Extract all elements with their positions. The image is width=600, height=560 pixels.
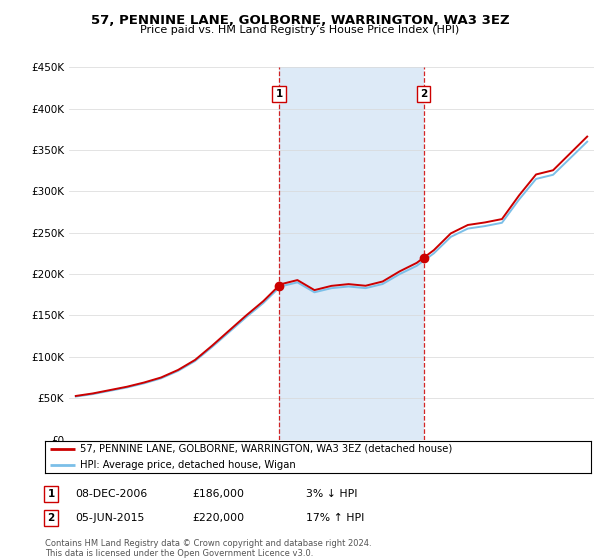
- Text: 3% ↓ HPI: 3% ↓ HPI: [306, 489, 358, 499]
- Text: 08-DEC-2006: 08-DEC-2006: [75, 489, 147, 499]
- Text: 57, PENNINE LANE, GOLBORNE, WARRINGTON, WA3 3EZ (detached house): 57, PENNINE LANE, GOLBORNE, WARRINGTON, …: [80, 444, 453, 454]
- Text: 1: 1: [275, 88, 283, 99]
- Text: 17% ↑ HPI: 17% ↑ HPI: [306, 513, 364, 523]
- Text: HPI: Average price, detached house, Wigan: HPI: Average price, detached house, Wiga…: [80, 460, 296, 470]
- Text: £186,000: £186,000: [192, 489, 244, 499]
- Text: 1: 1: [47, 489, 55, 499]
- Text: 57, PENNINE LANE, GOLBORNE, WARRINGTON, WA3 3EZ: 57, PENNINE LANE, GOLBORNE, WARRINGTON, …: [91, 14, 509, 27]
- Text: £220,000: £220,000: [192, 513, 244, 523]
- Text: 2: 2: [420, 88, 428, 99]
- Text: 05-JUN-2015: 05-JUN-2015: [75, 513, 145, 523]
- Text: Contains HM Land Registry data © Crown copyright and database right 2024.
This d: Contains HM Land Registry data © Crown c…: [45, 539, 371, 558]
- Bar: [279, 67, 424, 440]
- Text: Price paid vs. HM Land Registry’s House Price Index (HPI): Price paid vs. HM Land Registry’s House …: [140, 25, 460, 35]
- Text: 2: 2: [47, 513, 55, 523]
